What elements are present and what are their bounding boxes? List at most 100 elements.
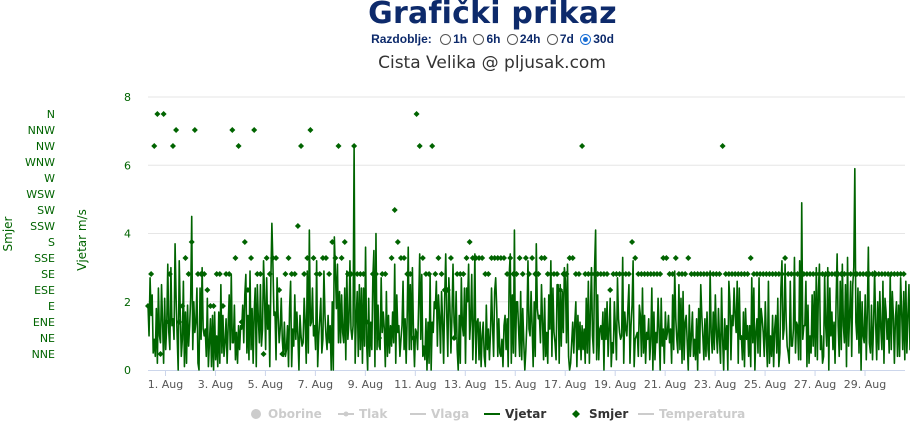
- direction-point: [719, 143, 726, 149]
- direction-point: [451, 335, 458, 341]
- direction-point: [429, 143, 436, 149]
- direction-point: [838, 271, 845, 277]
- range-option-7d[interactable]: 7d: [546, 31, 574, 47]
- range-label: Razdoblje:: [371, 32, 432, 46]
- direction-point: [316, 271, 323, 277]
- direction-point: [707, 271, 714, 277]
- radio-icon[interactable]: [440, 34, 452, 45]
- y-tick-label: 0: [124, 364, 131, 377]
- direction-point: [413, 111, 420, 117]
- x-tick-label: 25. Aug: [744, 378, 786, 391]
- range-option-30d[interactable]: 30d: [580, 31, 614, 47]
- direction-point: [897, 271, 904, 277]
- direction-point: [863, 271, 870, 277]
- x-tick-label: 17. Aug: [544, 378, 586, 391]
- direction-tick-label: SE: [41, 268, 55, 281]
- direction-point: [466, 239, 473, 245]
- direction-point: [604, 271, 611, 277]
- legend-label: Smjer: [589, 407, 628, 421]
- direction-point: [632, 255, 639, 261]
- direction-point: [828, 271, 835, 277]
- y-tick-label: 6: [124, 159, 131, 172]
- direction-point: [432, 271, 439, 277]
- direction-point: [341, 239, 348, 245]
- direction-point: [457, 271, 464, 277]
- direction-point: [625, 271, 632, 277]
- direction-point: [438, 271, 445, 277]
- direction-point: [807, 271, 814, 277]
- direction-point: [691, 271, 698, 277]
- direction-point: [204, 287, 211, 293]
- direction-tick-label: W: [44, 172, 55, 185]
- direction-point: [857, 271, 864, 277]
- direction-point: [866, 271, 873, 277]
- direction-point: [716, 271, 723, 277]
- direction-point: [878, 271, 885, 277]
- range-option-1h[interactable]: 1h: [440, 31, 467, 47]
- direction-point: [282, 271, 289, 277]
- direction-point: [741, 271, 748, 277]
- y-axis-label: Vjetar m/s: [75, 209, 89, 271]
- direction-point: [613, 271, 620, 277]
- direction-point: [869, 271, 876, 277]
- range-selector: Razdoblje: 1h 6h 24h 7d 30d: [0, 31, 910, 47]
- legend-diamond-icon: [572, 410, 580, 418]
- radio-icon[interactable]: [546, 34, 558, 45]
- direction-point: [223, 271, 230, 277]
- direction-point: [210, 303, 217, 309]
- direction-point: [894, 271, 901, 277]
- direction-tick-label: ENE: [33, 316, 55, 329]
- y-axis-direction: NNE NE ENE E ESE SE SSE S SSW SW WSW W WNW NW NNW N Smje…: [1, 108, 55, 361]
- direction-point: [725, 271, 732, 277]
- legend-item-temperatura[interactable]: Temperatura: [638, 407, 745, 421]
- direction-point: [810, 271, 817, 277]
- x-tick-label: 7. Aug: [298, 378, 333, 391]
- direction-point: [419, 255, 426, 261]
- range-option-6h[interactable]: 6h: [473, 31, 500, 47]
- direction-point: [207, 303, 214, 309]
- direction-point: [744, 271, 751, 277]
- direction-point: [538, 255, 545, 261]
- radio-icon[interactable]: [506, 34, 518, 45]
- direction-point: [326, 271, 333, 277]
- radio-checked-icon[interactable]: [580, 34, 592, 45]
- legend-circle-icon: [251, 409, 261, 419]
- x-tick-label: 23. Aug: [694, 378, 736, 391]
- direction-point: [544, 271, 551, 277]
- legend-item-vlaga[interactable]: Vlaga: [410, 407, 469, 421]
- direction-point: [422, 271, 429, 277]
- legend-label: Vjetar: [505, 407, 546, 421]
- direction-point: [660, 255, 667, 261]
- legend-label: Oborine: [268, 407, 322, 421]
- direction-point: [575, 271, 582, 277]
- direction-point: [313, 271, 320, 277]
- direction-tick-label: SSW: [30, 220, 55, 233]
- y-tick-label: 4: [124, 228, 131, 241]
- y-tick-label: 8: [124, 91, 131, 104]
- direction-point: [688, 271, 695, 277]
- direction-point: [441, 287, 448, 293]
- legend-item-vjetar[interactable]: Vjetar: [484, 407, 546, 421]
- direction-point: [382, 271, 389, 277]
- grid-lines: [148, 96, 905, 303]
- legend-item-tlak[interactable]: Tlak: [338, 407, 388, 421]
- direction-point: [404, 271, 411, 277]
- direction-point: [813, 271, 820, 277]
- radio-icon[interactable]: [473, 34, 485, 45]
- direction-axis-label: Smjer: [1, 216, 15, 251]
- direction-point: [860, 271, 867, 277]
- direction-point: [444, 287, 451, 293]
- direction-point: [657, 271, 664, 277]
- range-option-24h[interactable]: 24h: [506, 31, 541, 47]
- direction-point: [529, 255, 536, 261]
- direction-point: [616, 271, 623, 277]
- legend-item-smjer[interactable]: Smjer: [572, 407, 628, 421]
- direction-point: [635, 271, 642, 277]
- direction-point: [685, 255, 692, 261]
- direction-point: [319, 255, 326, 261]
- direction-point: [713, 271, 720, 277]
- legend-item-oborine[interactable]: Oborine: [251, 407, 322, 421]
- direction-point: [760, 271, 767, 277]
- direction-tick-label: NNW: [28, 124, 55, 137]
- direction-point: [704, 271, 711, 277]
